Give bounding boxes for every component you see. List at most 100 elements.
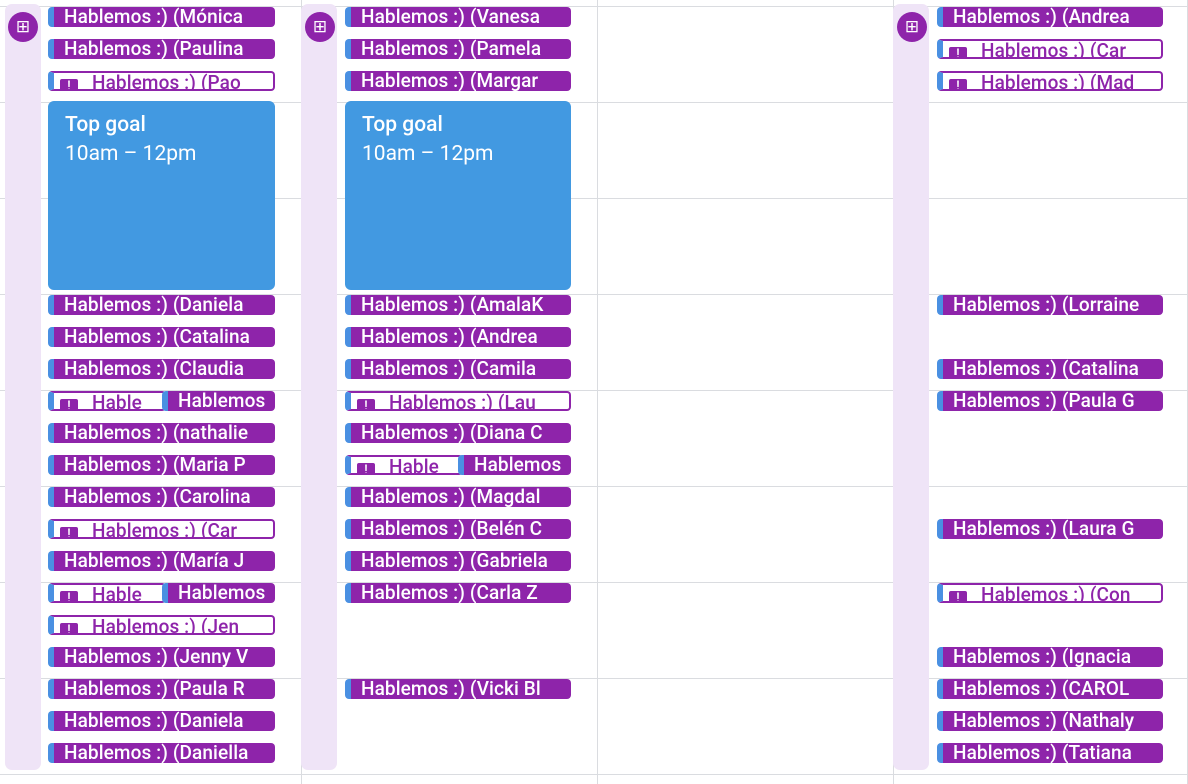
event-chip[interactable]: Hablemos :) (Andrea [937, 7, 1163, 27]
event-chip[interactable]: Hablemos :) (María J [48, 551, 275, 571]
event-label: Hablemos :) (Tatiana [953, 743, 1133, 763]
event-label: Hablemos :) (Daniella [64, 743, 249, 763]
event-label: Hablemos :) (Gabriela [361, 551, 548, 571]
event-chip[interactable]: Hablemos :) (CAROL [937, 679, 1163, 699]
goal-event[interactable]: Top goal 10am – 12pm [345, 101, 571, 290]
event-label: Hablemos [474, 455, 562, 475]
event-chip[interactable]: Hablemos :) (Claudia [48, 359, 275, 379]
alert-icon: ! [60, 79, 78, 89]
event-label: Hablemos [178, 583, 266, 603]
event-label: Hablemos :) (Paula R [64, 679, 245, 699]
alert-icon: ! [949, 79, 967, 89]
event-chip[interactable]: Hablemos :) (Pamela [345, 39, 571, 59]
event-label: Hablemos :) (Magdal [361, 487, 541, 507]
event-label: Hablemos :) (AmalaK [361, 295, 544, 315]
event-chip[interactable]: Hablemos :) (Carla Z [345, 583, 571, 603]
alert-icon: ! [60, 623, 78, 633]
event-chip[interactable]: Hablemos :) (Daniella [48, 743, 275, 763]
event-chip[interactable]: Hablemos :) (Vanesa [345, 7, 571, 27]
event-chip[interactable]: Hablemos :) (nathalie [48, 423, 275, 443]
event-label: Hablemos :) (Carolina [64, 487, 251, 507]
grid-line [0, 198, 1188, 199]
event-label: Hablemos [178, 391, 266, 411]
event-chip[interactable]: ! Hablemos :) (Car [937, 39, 1163, 59]
day-column[interactable]: ⊞ Top goal 10am – 12pm Hablemos :) (Móni… [0, 0, 300, 784]
event-label: Hablemos :) (Ignacia [953, 647, 1132, 667]
event-label: Hablemos :) (Pamela [361, 39, 542, 59]
day-column[interactable]: ⊞ Top goal 10am – 12pm Hablemos :) (Vane… [301, 0, 597, 784]
event-chip[interactable]: Hablemos :) (Gabriela [345, 551, 571, 571]
event-chip[interactable]: Hablemos :) (Nathaly [937, 711, 1163, 731]
event-label: Hablemos :) (Car [92, 519, 238, 539]
event-chip[interactable]: Hablemos :) (Mónica [48, 7, 275, 27]
event-chip[interactable]: Hablemos :) (Jenny V [48, 647, 275, 667]
event-chip[interactable]: ! Hablemos :) (Con [937, 583, 1163, 603]
event-chip[interactable]: Hablemos :) (Maria P [48, 455, 275, 475]
event-label: Hablemos :) (Con [981, 583, 1131, 603]
event-chip[interactable]: Hablemos :) (Ignacia [937, 647, 1163, 667]
event-chip[interactable]: ! Hablemos :) (Lau [345, 391, 571, 411]
event-label: Hablemos :) (Car [981, 39, 1127, 59]
event-label: Hablemos :) (María J [64, 551, 245, 571]
event-label: Hablemos :) (CAROL [953, 679, 1130, 699]
grid-line [0, 390, 1188, 391]
event-chip[interactable]: ! Hable [48, 583, 166, 603]
event-chip[interactable]: ! Hable [48, 391, 166, 411]
event-chip[interactable]: Hablemos :) (Daniela [48, 295, 275, 315]
event-chip[interactable]: Hablemos :) (Laura G [937, 519, 1163, 539]
event-label: Hablemos :) (Maria P [64, 455, 246, 475]
event-chip[interactable]: ! Hablemos :) (Pao [48, 71, 275, 91]
event-chip[interactable]: Hablemos :) (Daniela [48, 711, 275, 731]
event-label: Hablemos :) (Diana C [361, 423, 543, 443]
event-chip[interactable]: Hablemos :) (Diana C [345, 423, 571, 443]
event-label: Hablemos :) (Daniela [64, 711, 244, 731]
event-label: Hablemos :) (Vanesa [361, 7, 541, 27]
event-chip[interactable]: Hablemos :) (Paula G [937, 391, 1163, 411]
event-label: Hablemos :) (Catalina [953, 359, 1140, 379]
event-label: Hable [92, 583, 142, 603]
event-chip[interactable]: Hablemos :) (Paula R [48, 679, 275, 699]
event-label: Hablemos :) (Andrea [361, 327, 538, 347]
grid-plus-icon[interactable]: ⊞ [305, 12, 335, 42]
event-label: Hablemos :) (Nathaly [953, 711, 1135, 731]
event-chip[interactable]: Hablemos [162, 391, 275, 411]
event-chip[interactable]: Hablemos :) (AmalaK [345, 295, 571, 315]
event-chip[interactable]: ! Hablemos :) (Car [48, 519, 275, 539]
event-label: Hablemos :) (Claudia [64, 359, 245, 379]
grid-plus-icon[interactable]: ⊞ [897, 12, 927, 42]
event-chip[interactable]: Hablemos :) (Andrea [345, 327, 571, 347]
event-label: Hablemos :) (Mad [981, 71, 1135, 91]
event-chip[interactable]: Hablemos :) (Belén C [345, 519, 571, 539]
event-chip[interactable]: Hablemos [162, 583, 275, 603]
event-chip[interactable]: Hablemos [458, 455, 571, 475]
event-label: Hablemos :) (Paulina [64, 39, 244, 59]
event-chip[interactable]: Hablemos :) (Carolina [48, 487, 275, 507]
day-column[interactable]: ⊞ Hablemos :) (Andrea! Hablemos :) (Car! H… [893, 0, 1187, 784]
event-chip[interactable]: Hablemos :) (Tatiana [937, 743, 1163, 763]
goal-title: Top goal [362, 113, 443, 137]
event-label: Hablemos :) (Carla Z [361, 583, 538, 603]
event-chip[interactable]: Hablemos :) (Paulina [48, 39, 275, 59]
event-chip[interactable]: ! Hablemos :) (Jen [48, 615, 275, 635]
event-label: Hablemos :) (Jenny V [64, 647, 249, 667]
event-chip[interactable]: Hablemos :) (Catalina [937, 359, 1163, 379]
grid-line [0, 102, 1188, 103]
goal-event[interactable]: Top goal 10am – 12pm [48, 101, 275, 290]
all-day-rail [893, 4, 929, 770]
grid-line [0, 486, 1188, 487]
event-chip[interactable]: Hablemos :) (Lorraine [937, 295, 1163, 315]
event-chip[interactable]: ! Hablemos :) (Mad [937, 71, 1163, 91]
event-label: Hablemos :) (Catalina [64, 327, 251, 347]
grid-plus-icon[interactable]: ⊞ [8, 12, 38, 42]
event-label: Hablemos :) (Jen [92, 615, 240, 635]
event-chip[interactable]: Hablemos :) (Vicki Bl [345, 679, 571, 699]
event-label: Hablemos :) (Laura G [953, 519, 1135, 539]
event-label: Hablemos :) (nathalie [64, 423, 249, 443]
event-chip[interactable]: Hablemos :) (Margar [345, 71, 571, 91]
event-chip[interactable]: Hablemos :) (Catalina [48, 327, 275, 347]
goal-time: 10am – 12pm [362, 142, 494, 166]
event-chip[interactable]: Hablemos :) (Camila [345, 359, 571, 379]
event-chip[interactable]: ! Hable [345, 455, 463, 475]
event-chip[interactable]: Hablemos :) (Magdal [345, 487, 571, 507]
alert-icon: ! [357, 463, 375, 473]
